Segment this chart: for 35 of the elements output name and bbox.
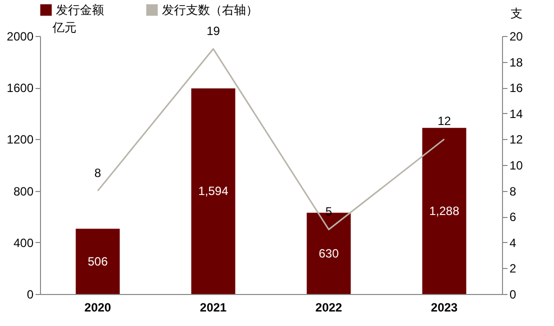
x-tick-label: 2023 [430,300,458,314]
data-label: 1,288 [429,204,460,218]
data-label: 630 [318,246,340,260]
y2-tick-label: 6 [510,210,516,224]
y2-tick-label: 16 [510,81,524,96]
bar [191,88,236,294]
legend-label: 发行支数（右轴） [162,3,258,17]
y-tick-label: 1200 [6,132,34,147]
data-label: 506 [88,254,108,268]
y2-tick-label: 20 [510,30,524,44]
y2-tick-label: 2 [510,262,516,276]
y-axis-title: 亿元 [52,20,76,34]
y-tick-label: 1600 [6,81,34,96]
y2-tick-label: 18 [510,55,524,70]
data-label: 1,594 [198,184,229,198]
data-label: 8 [94,166,102,180]
y2-tick-label: 4 [510,236,516,250]
y2-tick-label: 10 [510,158,524,172]
y2-tick-label: 0 [510,288,516,302]
y2-tick-label: 8 [510,184,516,198]
data-label: 19 [206,24,220,38]
y2-tick-label: 14 [510,106,524,121]
y-tick-label: 0 [26,288,34,302]
y-tick-label: 800 [13,184,34,198]
data-label: 12 [438,114,452,128]
x-tick-label: 2020 [84,300,112,314]
x-tick-label: 2021 [200,300,227,314]
legend-label: 发行金额 [56,3,104,17]
y-tick-label: 400 [13,236,34,250]
y2-axis-title: 支 [510,6,522,20]
y2-tick-label: 12 [510,132,524,147]
bar [76,228,120,294]
x-tick-label: 2022 [315,300,342,314]
y-tick-label: 2000 [6,30,34,44]
bar [422,128,466,294]
